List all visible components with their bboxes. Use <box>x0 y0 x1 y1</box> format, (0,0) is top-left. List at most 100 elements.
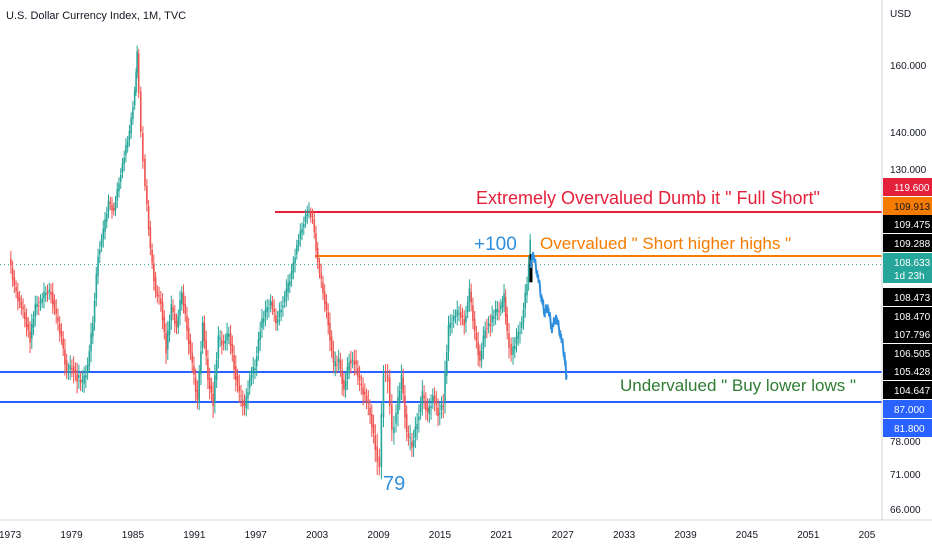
candle-body <box>10 258 12 266</box>
candle-body <box>221 340 223 346</box>
candle-body <box>165 333 167 354</box>
candle-body <box>374 435 377 451</box>
candle-body <box>146 185 148 205</box>
price-tag-bg <box>883 253 932 283</box>
candle-body <box>222 342 225 344</box>
candle-body <box>360 383 363 386</box>
x-tick-label: 2033 <box>613 530 636 541</box>
candle-body <box>428 406 431 415</box>
candle-body <box>125 144 127 156</box>
candle-body <box>405 414 408 433</box>
candle-body <box>355 360 357 365</box>
candle-body <box>337 358 340 363</box>
candle-body <box>362 387 364 395</box>
candle-body <box>301 229 303 234</box>
candle-body <box>276 319 279 323</box>
price-tag-bg <box>883 325 932 343</box>
candle-body <box>74 370 77 373</box>
candle-body <box>529 239 531 262</box>
candle-body <box>470 292 472 303</box>
candle-body <box>520 322 523 328</box>
candle-body <box>100 239 103 247</box>
candle-body <box>37 305 40 307</box>
candle-body <box>156 292 159 297</box>
candle-body <box>11 268 14 280</box>
candle-body <box>105 213 108 222</box>
candle-body <box>299 230 302 240</box>
candle-body <box>214 375 216 402</box>
candle-body <box>238 385 241 392</box>
candle-body <box>421 391 424 404</box>
candle-body <box>196 389 199 400</box>
candle-body <box>151 249 153 263</box>
candle-body <box>262 318 265 323</box>
price-tag-bg <box>883 307 932 325</box>
candle-body <box>456 310 459 316</box>
candle-body <box>194 377 197 392</box>
candle-body <box>522 309 525 323</box>
candle-body <box>112 207 115 211</box>
price-axis: USD 160.000 140.000 130.000 78.000 71.000 66.0… <box>881 0 932 520</box>
candle-body <box>76 373 78 382</box>
candle-body <box>358 375 361 381</box>
candle-body <box>250 374 253 378</box>
price-tag-label: 119.600 <box>894 183 930 194</box>
candle-body <box>489 324 492 327</box>
candle-body <box>372 424 375 434</box>
candle-body <box>391 404 393 430</box>
candle-body <box>205 340 207 356</box>
time-axis: 1973 1979 1985 1991 1997 2003 2009 2015 2021 2027… <box>0 519 932 541</box>
candle-body <box>418 416 420 421</box>
candle-body <box>29 331 31 343</box>
candle-body <box>18 297 21 303</box>
candle-body <box>182 292 185 306</box>
candle-body <box>163 317 166 333</box>
candle-body <box>25 317 28 328</box>
y-tick-label: 140.000 <box>890 128 927 139</box>
candle-body <box>479 351 481 361</box>
candle-body <box>304 215 307 222</box>
candle-body <box>447 324 450 352</box>
candle-body <box>513 345 516 350</box>
candle-body <box>17 292 19 301</box>
candle-body <box>98 249 101 255</box>
candle-body <box>166 331 169 350</box>
candle-body <box>498 310 500 312</box>
price-tag-bg <box>883 362 932 380</box>
candle-body <box>46 292 49 294</box>
candle-body <box>24 312 26 320</box>
candle-body <box>364 391 366 395</box>
candle-body <box>121 163 124 173</box>
candle-body <box>386 374 389 382</box>
candle-body <box>72 366 75 374</box>
candle-body <box>444 371 446 402</box>
candle-body <box>325 302 328 311</box>
candle-body <box>269 301 272 306</box>
candle-body <box>426 407 429 412</box>
y-tick-label: 66.000 <box>890 505 921 516</box>
candle-body <box>252 366 255 374</box>
candle-body <box>226 332 228 341</box>
candle-body <box>71 368 73 370</box>
candle-body <box>315 233 317 251</box>
candle-body <box>440 404 443 410</box>
candle-body <box>229 333 232 346</box>
candle-body <box>248 377 251 388</box>
candle-body <box>65 360 68 372</box>
candle-body <box>348 362 350 371</box>
candle-body <box>273 308 275 312</box>
x-tick-label: 2051 <box>797 530 820 541</box>
candle-body <box>278 310 281 318</box>
candle-body <box>175 320 178 327</box>
candle-body <box>458 313 460 315</box>
candle-body <box>243 403 246 406</box>
candle-body <box>468 288 471 303</box>
chart-title: U.S. Dollar Currency Index, 1M, TVC <box>6 10 186 22</box>
candle-body <box>79 379 82 383</box>
candle-body <box>266 306 268 313</box>
candle-body <box>119 174 122 182</box>
candle-body <box>527 263 530 283</box>
y-tick-label: 160.000 <box>890 61 927 72</box>
candle-body <box>506 314 508 332</box>
x-tick-label: 2009 <box>367 530 390 541</box>
